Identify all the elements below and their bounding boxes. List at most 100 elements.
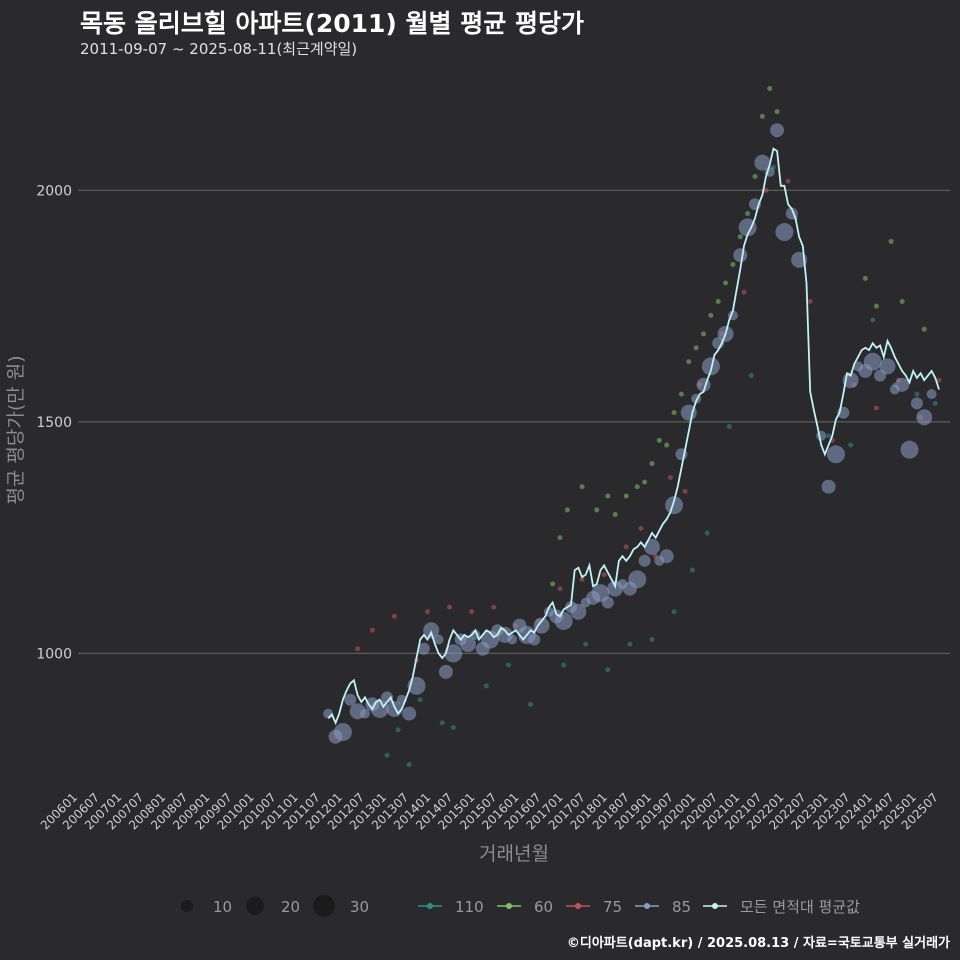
point-85 xyxy=(460,636,477,653)
size-legend-label: 30 xyxy=(350,898,369,916)
point-60 xyxy=(579,484,585,490)
point-85 xyxy=(816,430,827,441)
point-110 xyxy=(605,667,611,673)
point-110 xyxy=(627,641,633,647)
x-axis-ticks: 2006012006072007012007072008012008072009… xyxy=(38,790,941,832)
size-legend-circle xyxy=(246,897,264,915)
point-85 xyxy=(775,223,794,242)
point-60 xyxy=(700,331,706,337)
point-60 xyxy=(550,581,556,587)
point-85 xyxy=(916,409,933,426)
chart-subtitle: 2011-09-07 ~ 2025-08-11(최근계약일) xyxy=(80,40,358,58)
point-85 xyxy=(601,596,614,609)
point-75 xyxy=(447,604,453,610)
point-75 xyxy=(425,609,431,615)
point-60 xyxy=(899,299,905,305)
point-85 xyxy=(628,570,647,589)
legend-marker xyxy=(506,903,512,909)
point-110 xyxy=(483,683,489,689)
size-legend-circle xyxy=(313,895,335,917)
point-85 xyxy=(507,634,518,645)
point-85 xyxy=(895,377,910,392)
point-60 xyxy=(664,442,670,448)
point-110 xyxy=(826,433,832,439)
point-75 xyxy=(491,604,497,610)
point-110 xyxy=(505,662,511,668)
point-60 xyxy=(862,275,868,281)
point-60 xyxy=(605,493,611,499)
y-axis-ticks: 1000 1500 2000 xyxy=(36,183,72,662)
point-60 xyxy=(730,261,736,267)
point-85 xyxy=(344,693,357,706)
point-60 xyxy=(737,234,743,240)
point-110 xyxy=(748,373,754,379)
point-110 xyxy=(395,727,401,733)
point-60 xyxy=(693,345,699,351)
point-60 xyxy=(723,280,729,286)
legend-marker xyxy=(712,903,718,909)
point-85 xyxy=(863,352,882,371)
point-60 xyxy=(634,484,640,490)
point-110 xyxy=(914,391,920,397)
point-60 xyxy=(656,437,662,443)
point-60 xyxy=(557,535,563,541)
point-85 xyxy=(826,445,845,464)
point-85 xyxy=(570,603,587,620)
point-85 xyxy=(879,358,896,375)
legend-label: 모든 면적대 평균값 xyxy=(740,898,860,916)
point-85 xyxy=(417,642,430,655)
point-85 xyxy=(423,622,440,639)
point-60 xyxy=(745,211,751,217)
legend-marker xyxy=(644,903,650,909)
point-85 xyxy=(381,691,394,704)
point-75 xyxy=(579,576,585,582)
point-60 xyxy=(759,113,765,119)
point-75 xyxy=(623,544,629,550)
size-legend-label: 10 xyxy=(213,898,232,916)
point-60 xyxy=(623,493,629,499)
grid-lines xyxy=(78,189,950,655)
point-85 xyxy=(333,723,352,742)
point-75 xyxy=(785,178,791,184)
point-85 xyxy=(900,440,919,459)
point-60 xyxy=(671,410,677,416)
legend-label: 110 xyxy=(455,898,484,916)
point-85 xyxy=(533,617,550,634)
point-75 xyxy=(355,646,361,652)
point-85 xyxy=(638,554,651,567)
size-legend-label: 20 xyxy=(281,898,300,916)
source-credit: ©디아파트(dapt.kr) / 2025.08.13 / 자료=국토교통부 실… xyxy=(566,936,950,951)
point-85 xyxy=(444,644,463,663)
point-60 xyxy=(708,312,714,318)
point-60 xyxy=(767,86,773,92)
legend-label: 85 xyxy=(672,898,691,916)
point-110 xyxy=(726,424,732,430)
point-75 xyxy=(391,613,397,619)
point-110 xyxy=(406,762,412,768)
size-legend-circle xyxy=(181,900,193,912)
point-75 xyxy=(667,474,673,480)
legend: 10 20 30 110 60 75 85 모든 면적대 평균값 xyxy=(181,895,860,917)
point-75 xyxy=(763,187,769,193)
point-110 xyxy=(417,697,423,703)
point-60 xyxy=(612,512,618,518)
point-60 xyxy=(921,326,927,332)
point-110 xyxy=(439,720,445,726)
point-60 xyxy=(642,479,648,485)
point-60 xyxy=(873,303,879,309)
point-75 xyxy=(369,627,375,633)
scatter-points xyxy=(323,86,942,768)
y-tick-label: 2000 xyxy=(36,183,72,199)
y-tick-label: 1000 xyxy=(36,646,72,662)
point-60 xyxy=(594,507,600,513)
point-85 xyxy=(754,154,771,171)
x-axis-title: 거래년월 xyxy=(479,843,549,865)
point-75 xyxy=(807,299,813,305)
point-85 xyxy=(643,538,660,555)
point-60 xyxy=(715,299,721,305)
point-110 xyxy=(649,637,655,643)
point-60 xyxy=(774,109,780,115)
point-60 xyxy=(649,461,655,467)
point-60 xyxy=(888,238,894,244)
